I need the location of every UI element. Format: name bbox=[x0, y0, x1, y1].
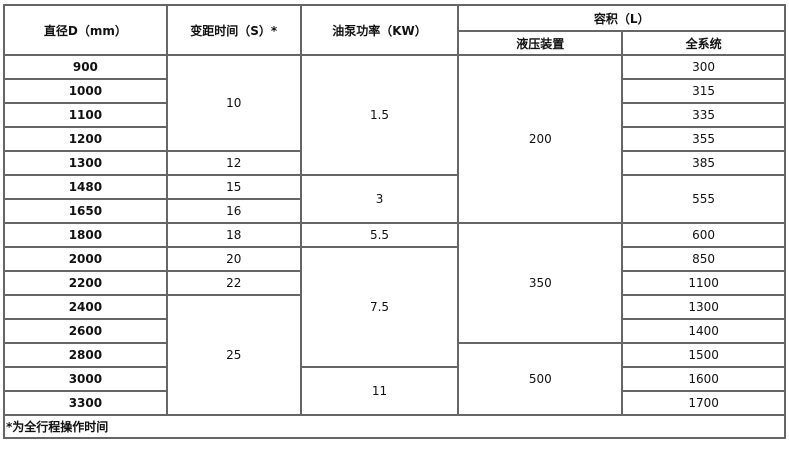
table-row: 900 10 1.5 200 300 bbox=[3, 54, 786, 224]
table-row: 3000 11 1600 bbox=[3, 366, 786, 416]
table-row: 1100 335 bbox=[3, 102, 786, 128]
diameter-cell: 2000 bbox=[3, 246, 168, 272]
pump-power-cell: 3 bbox=[299, 174, 460, 224]
pitch-time-cell: 10 bbox=[165, 54, 302, 152]
system-volume-cell: 1700 bbox=[621, 390, 786, 416]
diameter-cell: 3000 bbox=[3, 366, 168, 392]
system-volume-cell: 300 bbox=[621, 54, 786, 80]
diameter-cell: 1650 bbox=[3, 198, 168, 224]
pump-power-cell: 1.5 bbox=[299, 54, 460, 176]
pump-power-cell: 5.5 bbox=[299, 222, 460, 248]
system-volume-cell: 1100 bbox=[621, 270, 786, 296]
table-row: 2600 1400 bbox=[3, 318, 786, 344]
hydraulic-volume-cell: 500 bbox=[457, 342, 624, 416]
system-volume-cell: 1600 bbox=[621, 366, 786, 392]
header-system: 全系统 bbox=[621, 30, 786, 56]
pitch-time-cell: 12 bbox=[165, 150, 302, 176]
diameter-cell: 2800 bbox=[3, 342, 168, 368]
hydraulic-volume-cell: 200 bbox=[457, 54, 624, 224]
header-pitch-time: 变距时间（S）* bbox=[165, 4, 302, 56]
system-volume-cell: 355 bbox=[621, 126, 786, 152]
system-volume-cell: 385 bbox=[621, 150, 786, 176]
pitch-time-cell: 18 bbox=[165, 222, 302, 248]
system-volume-cell: 1300 bbox=[621, 294, 786, 320]
pitch-time-cell: 20 bbox=[165, 246, 302, 272]
table-row: 1650 16 bbox=[3, 198, 785, 224]
diameter-cell: 1200 bbox=[3, 126, 168, 152]
table-row: 1480 15 3 555 bbox=[3, 174, 786, 224]
table-row: 1800 18 5.5 350 600 bbox=[3, 222, 786, 344]
specs-table: 直径D（mm） 变距时间（S）* 油泵功率（KW） 容积（L） 液压装置 全系统… bbox=[3, 4, 786, 439]
system-volume-cell: 850 bbox=[621, 246, 786, 272]
diameter-cell: 900 bbox=[3, 54, 168, 80]
hydraulic-volume-cell: 350 bbox=[457, 222, 624, 344]
pitch-time-cell: 22 bbox=[165, 270, 302, 296]
diameter-cell: 1000 bbox=[3, 78, 168, 104]
pitch-time-cell: 16 bbox=[165, 198, 302, 224]
system-volume-cell: 555 bbox=[621, 174, 786, 224]
system-volume-cell: 315 bbox=[621, 78, 786, 104]
system-volume-cell: 1500 bbox=[621, 342, 786, 368]
table-row: 1300 12 385 bbox=[3, 150, 786, 176]
table-row: 1200 355 bbox=[3, 126, 786, 152]
diameter-cell: 1100 bbox=[3, 102, 168, 128]
pitch-time-cell: 15 bbox=[165, 174, 302, 200]
table-row: 3300 1700 bbox=[3, 390, 786, 416]
system-volume-cell: 335 bbox=[621, 102, 786, 128]
header-pump-power: 油泵功率（KW） bbox=[299, 4, 460, 56]
header-volume: 容积（L） bbox=[457, 4, 786, 32]
table-row: 1000 315 bbox=[3, 78, 786, 104]
table-row: 2400 25 1300 bbox=[3, 294, 786, 416]
system-volume-cell: 1400 bbox=[621, 318, 786, 344]
table-row: 2200 22 1100 bbox=[3, 270, 786, 296]
pump-power-cell: 11 bbox=[299, 366, 460, 416]
system-volume-cell: 600 bbox=[621, 222, 786, 248]
diameter-cell: 1800 bbox=[3, 222, 168, 248]
header-diameter: 直径D（mm） bbox=[3, 4, 168, 56]
header-hydraulic: 液压装置 bbox=[457, 30, 624, 56]
pump-power-cell: 7.5 bbox=[299, 246, 460, 368]
diameter-cell: 2400 bbox=[3, 294, 168, 320]
diameter-cell: 1300 bbox=[3, 150, 168, 176]
diameter-cell: 2200 bbox=[3, 270, 168, 296]
diameter-cell: 2600 bbox=[3, 318, 168, 344]
diameter-cell: 3300 bbox=[3, 390, 168, 416]
diameter-cell: 1480 bbox=[3, 174, 168, 200]
footnote: *为全行程操作时间 bbox=[3, 414, 786, 439]
table-row: 2800 500 1500 bbox=[3, 342, 786, 416]
pitch-time-cell: 25 bbox=[165, 294, 302, 416]
table-row: 2000 20 7.5 850 bbox=[3, 246, 786, 368]
